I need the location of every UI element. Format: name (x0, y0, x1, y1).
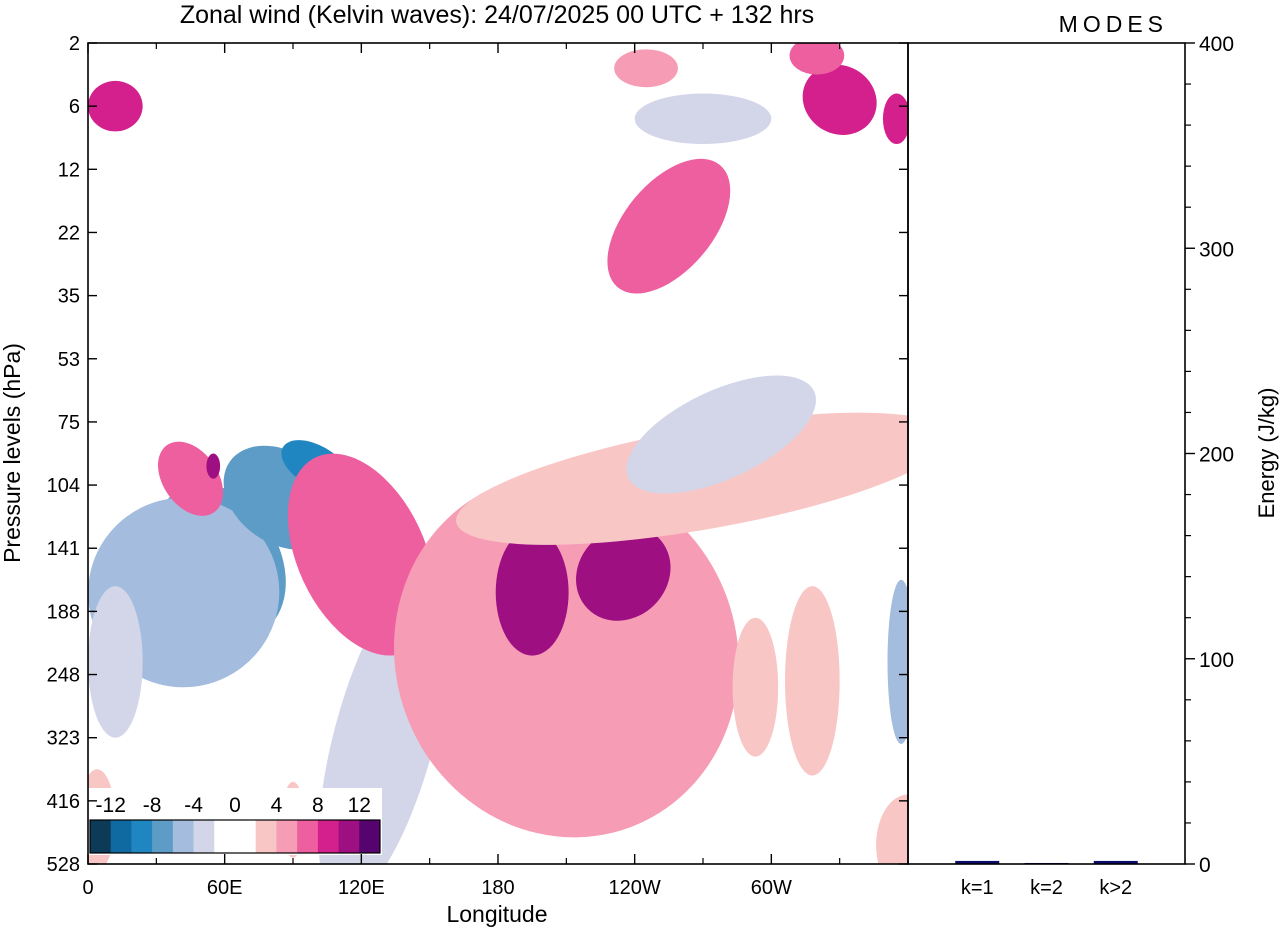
y-tick-label: 75 (58, 412, 80, 434)
wind-anomaly-20 (88, 80, 143, 132)
y-tick-label: 35 (58, 286, 80, 308)
y-tick-label: 528 (47, 854, 80, 876)
colorbar-label: 8 (312, 794, 324, 817)
modes-logo: MODES (1059, 11, 1168, 37)
y-tick-label: 248 (47, 665, 80, 687)
wind-anomaly-29 (876, 794, 908, 864)
energy-tick-label: 0 (1199, 854, 1211, 877)
colorbar-swatch (110, 820, 132, 853)
y-tick-label: 323 (47, 728, 80, 750)
colorbar-swatch (131, 820, 153, 853)
colorbar-label: 0 (229, 794, 241, 817)
colorbar-swatch (276, 820, 298, 853)
hovmoller-panel: -12 -8 -4 0 4 8 12 2 6 12 22 35 53 75 104 141 188 248 323… (0, 33, 909, 927)
colorbar-swatch (255, 820, 277, 853)
wind-anomaly-16 (576, 526, 671, 621)
wind-anomaly-5 (88, 586, 143, 738)
wind-anomaly-10 (206, 453, 221, 479)
colorbar-swatch (235, 820, 257, 853)
wind-anomaly-18 (607, 158, 731, 294)
wind-anomaly-22 (789, 43, 845, 75)
y-tick-label: 104 (47, 475, 80, 497)
y-tick-label: 141 (47, 538, 80, 560)
x-tick-label: 60E (207, 877, 243, 899)
colorbar-frame (89, 819, 381, 854)
colorbar-swatch (193, 820, 215, 853)
energy-category-label: k>2 (1099, 877, 1132, 899)
x-tick-label: 60W (751, 877, 792, 899)
energy-frame (907, 42, 1186, 865)
energy-category-label: k=1 (961, 877, 994, 899)
y-tick-label: 2 (69, 33, 80, 55)
energy-tick-label: 100 (1199, 649, 1234, 672)
energy-category-label: k=2 (1030, 877, 1063, 899)
wind-anomaly-15 (495, 529, 569, 656)
wind-anomaly-24 (626, 375, 816, 494)
energy-bars: k=1 k=2 k>2 (955, 860, 1138, 899)
contour-fill (88, 43, 908, 864)
wind-anomaly-21 (882, 93, 908, 145)
wind-anomaly-6 (88, 232, 385, 347)
wind-anomaly-19 (802, 64, 877, 135)
colorbar: -12 -8 -4 0 4 8 12 (88, 788, 382, 855)
wind-anomaly-26 (785, 586, 840, 776)
colorbar-swatch (152, 820, 174, 853)
energy-axis-label: Energy (J/kg) (1254, 388, 1279, 519)
colorbar-swatch (359, 820, 381, 853)
colorbar-label: -8 (143, 794, 162, 817)
y-tick-label: 12 (58, 159, 80, 181)
y-axis-label: Pressure levels (hPa) (0, 343, 25, 563)
x-tick-label: 120E (338, 877, 385, 899)
colorbar-label: -4 (184, 794, 203, 817)
x-tick-label: 120W (609, 877, 661, 899)
wind-anomaly-25 (634, 93, 772, 145)
x-tick-label: 180 (481, 877, 514, 899)
energy-bar (1093, 860, 1138, 864)
energy-panel: k=1 k=2 k>2 0 100 200 300 400 Energy (J/kg) (907, 33, 1279, 899)
y-tick-label: 6 (69, 96, 80, 118)
wind-anomaly-28 (887, 579, 908, 744)
colorbar-swatch (214, 820, 236, 853)
y-tick-label: 22 (58, 222, 80, 244)
y-tick-label: 188 (47, 601, 80, 623)
chart-title: Zonal wind (Kelvin waves): 24/07/2025 00… (180, 1, 814, 29)
y-tick-label: 53 (58, 349, 80, 371)
colorbar-label: 4 (271, 794, 283, 817)
energy-tick-label: 400 (1199, 33, 1234, 56)
energy-ticks: 0 100 200 300 400 (1185, 33, 1234, 877)
wind-anomaly-23 (614, 49, 678, 88)
x-axis-label: Longitude (446, 901, 547, 927)
colorbar-swatch (338, 820, 360, 853)
wind-anomaly-12 (287, 453, 435, 656)
wind-anomaly-9 (158, 441, 223, 516)
wind-anomaly-27 (732, 617, 779, 757)
colorbar-swatch (90, 820, 112, 853)
colorbar-swatch (172, 820, 195, 853)
energy-tick-label: 300 (1199, 238, 1234, 261)
colorbar-label: 12 (348, 794, 371, 817)
energy-bar (955, 860, 1000, 864)
colorbar-label: -12 (96, 794, 126, 817)
y-tick-label: 416 (47, 791, 80, 813)
energy-tick-label: 200 (1199, 444, 1234, 467)
x-tick-label: 0 (82, 877, 93, 899)
colorbar-swatch (297, 820, 319, 853)
colorbar-swatch (317, 820, 340, 853)
